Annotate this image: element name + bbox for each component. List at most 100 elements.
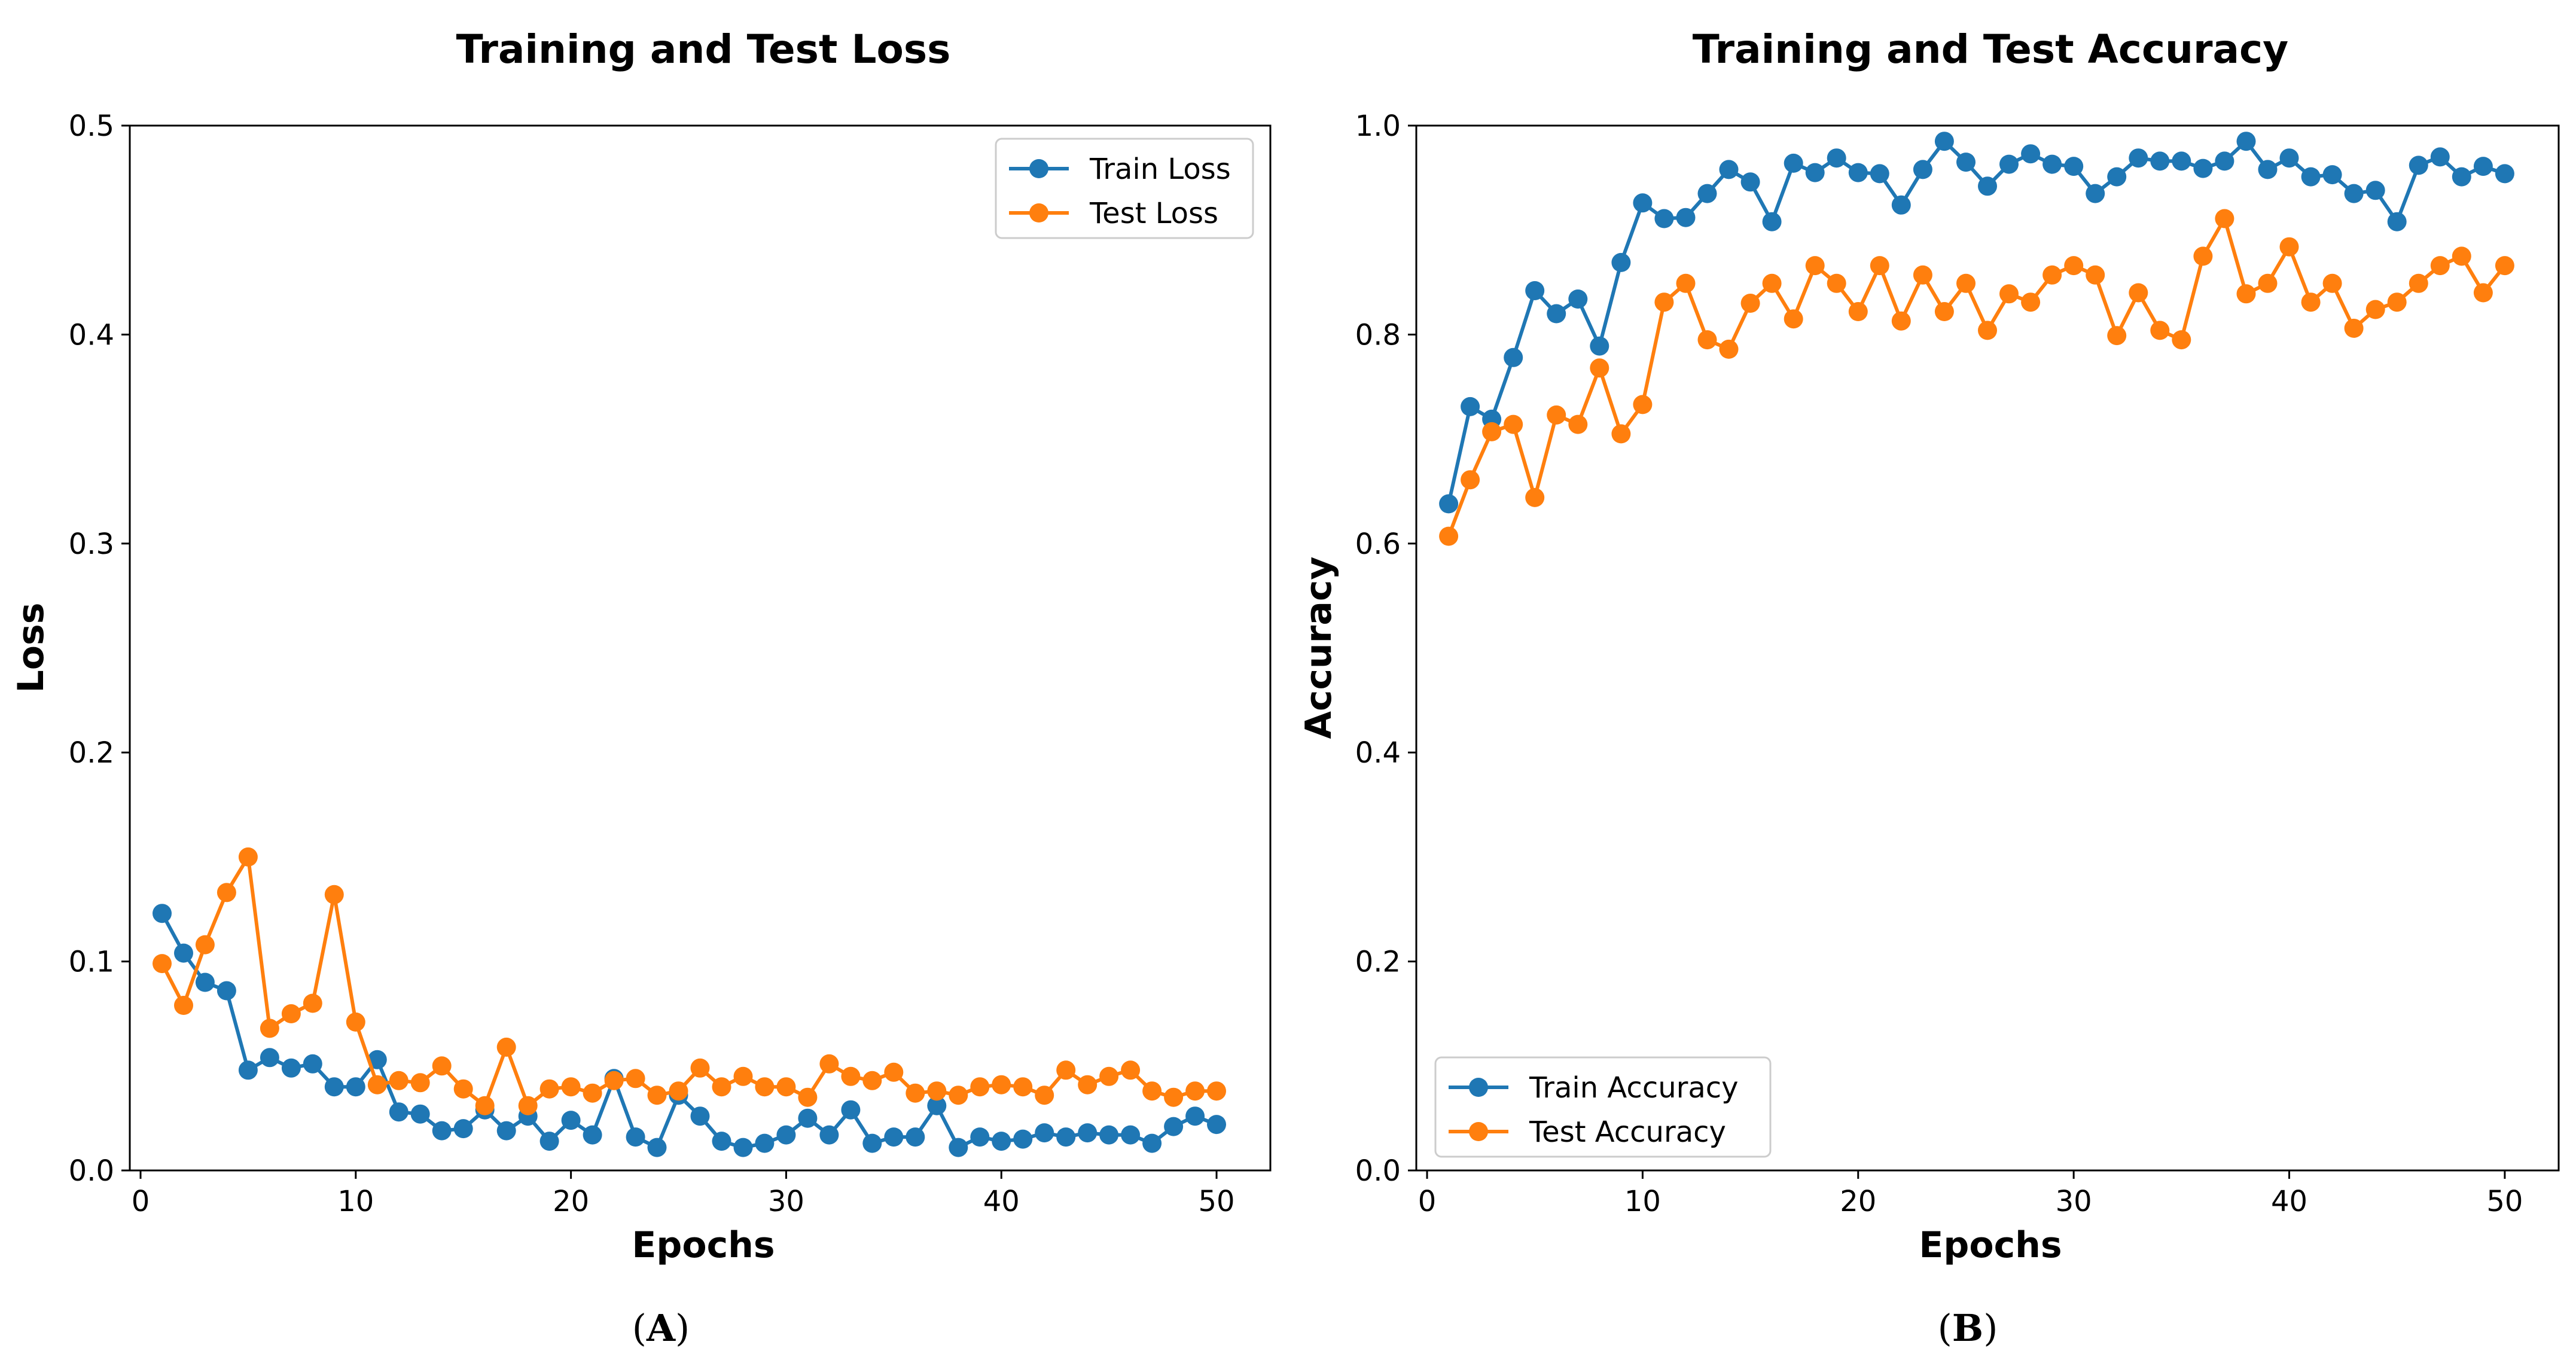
- data-point: [1078, 1075, 1098, 1094]
- data-point: [260, 1048, 279, 1068]
- data-point: [776, 1125, 796, 1145]
- data-point: [2409, 156, 2428, 175]
- data-point: [410, 1073, 430, 1093]
- data-point: [1740, 172, 1760, 192]
- data-point: [1913, 265, 1932, 285]
- data-point: [1978, 176, 1997, 196]
- y-tick-label: 1.0: [1355, 109, 1401, 143]
- data-point: [1525, 281, 1545, 300]
- legend-swatch-marker: [1029, 159, 1048, 178]
- y-tick-label: 0.2: [69, 736, 114, 770]
- legend-label: Train Loss: [1089, 153, 1231, 186]
- data-point: [2473, 283, 2493, 303]
- data-point: [1078, 1123, 1098, 1143]
- data-point: [432, 1056, 452, 1076]
- data-point: [453, 1119, 473, 1139]
- data-point: [2495, 164, 2514, 184]
- data-point: [238, 1060, 258, 1080]
- data-point: [1870, 164, 1889, 184]
- y-axis-label: Accuracy: [1298, 556, 1340, 739]
- data-point: [669, 1081, 688, 1101]
- data-point: [1504, 347, 1523, 367]
- y-tick-label: 0.2: [1355, 946, 1401, 979]
- data-point: [862, 1071, 882, 1090]
- chart-title: Training and Test Accuracy: [1693, 26, 2288, 72]
- y-axis-label: Loss: [10, 603, 52, 693]
- data-point: [2086, 265, 2105, 285]
- x-tick-label: 30: [768, 1185, 804, 1218]
- data-point: [604, 1071, 624, 1090]
- y-tick-label: 0.3: [69, 528, 114, 561]
- data-point: [2430, 147, 2450, 167]
- data-point: [1956, 153, 1976, 172]
- data-point: [2215, 209, 2234, 228]
- data-point: [2322, 165, 2342, 185]
- legend: Train Accuracy Test Accuracy: [1434, 1056, 1772, 1158]
- x-tick-label: 50: [1199, 1185, 1235, 1218]
- series-line: [1447, 217, 2507, 537]
- data-point: [1035, 1086, 1054, 1105]
- data-point: [1207, 1081, 1226, 1101]
- data-point: [819, 1054, 839, 1074]
- data-point: [992, 1075, 1011, 1094]
- x-tick-label: 40: [2271, 1185, 2307, 1218]
- data-point: [2452, 246, 2471, 266]
- data-point: [324, 1077, 344, 1097]
- data-point: [690, 1058, 710, 1078]
- data-point: [841, 1100, 861, 1120]
- data-point: [1611, 252, 1631, 272]
- data-point: [1719, 160, 1739, 179]
- legend-swatch-marker: [1029, 203, 1048, 222]
- data-point: [1762, 212, 1782, 231]
- data-point: [626, 1127, 645, 1147]
- data-point: [1956, 273, 1976, 293]
- x-axis-label: Epochs: [1919, 1224, 2062, 1266]
- accuracy-chart: Training and Test Accuracy Accuracy Epoc…: [1298, 26, 2560, 1350]
- data-point: [755, 1133, 775, 1153]
- data-point: [1121, 1060, 1141, 1080]
- data-point: [1185, 1081, 1205, 1101]
- data-point: [2193, 246, 2213, 266]
- data-point: [1568, 414, 1588, 434]
- data-point: [518, 1096, 538, 1115]
- data-point: [1035, 1123, 1054, 1143]
- data-point: [174, 996, 193, 1015]
- data-point: [1978, 321, 1997, 340]
- data-point: [2129, 148, 2148, 168]
- data-point: [992, 1132, 1011, 1151]
- y-tick-label: 0.8: [1355, 318, 1401, 352]
- data-point: [281, 1004, 301, 1023]
- data-point: [949, 1086, 968, 1105]
- data-point: [583, 1125, 602, 1145]
- y-tick-label: 0.0: [1355, 1154, 1401, 1188]
- plot-frame: [129, 124, 1272, 1172]
- data-point: [1611, 424, 1631, 444]
- data-point: [1870, 256, 1889, 276]
- data-point: [1999, 284, 2019, 304]
- data-point: [862, 1133, 882, 1153]
- data-point: [303, 993, 322, 1013]
- data-point: [1439, 494, 1459, 514]
- data-point: [174, 943, 193, 963]
- data-point: [755, 1077, 775, 1097]
- data-point: [539, 1132, 559, 1151]
- data-point: [1142, 1081, 1162, 1101]
- data-point: [841, 1066, 861, 1086]
- x-tick-label: 0: [1418, 1185, 1437, 1218]
- data-point: [733, 1138, 753, 1157]
- x-tick-label: 20: [1840, 1185, 1876, 1218]
- legend-box: [1434, 1056, 1772, 1158]
- data-point: [1056, 1127, 1076, 1147]
- data-point: [2365, 300, 2385, 319]
- data-point: [2409, 273, 2428, 293]
- data-point: [1805, 163, 1825, 182]
- data-point: [2258, 273, 2278, 293]
- data-point: [475, 1096, 495, 1115]
- y-tick-label: 0.5: [69, 109, 114, 143]
- data-point: [1504, 414, 1523, 434]
- x-axis-label: Epochs: [632, 1224, 775, 1266]
- data-point: [1525, 487, 1545, 507]
- data-point: [432, 1121, 452, 1141]
- data-point: [561, 1111, 581, 1130]
